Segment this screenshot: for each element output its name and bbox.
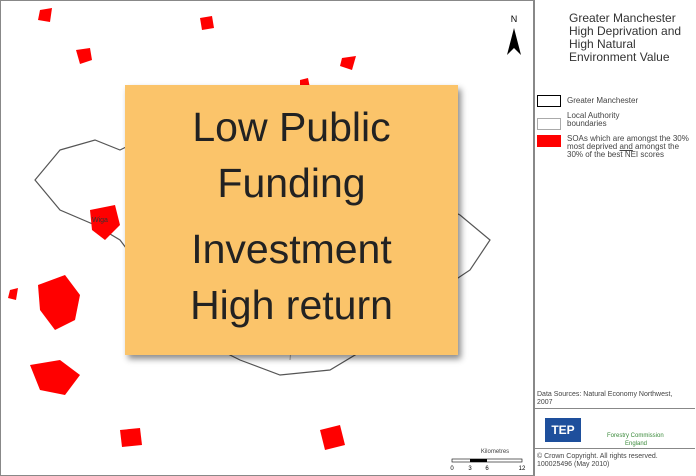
- overlay-text: Funding: [217, 160, 366, 206]
- overlay-text: Investment: [191, 226, 392, 272]
- text: SOAs which are amongst the 30% most depr…: [567, 134, 689, 151]
- sources: Data Sources: Natural Economy Northwest,…: [537, 391, 673, 406]
- tep-logo: TEP: [545, 418, 581, 442]
- legend-panel: Greater Manchester High Deprivation and …: [534, 0, 696, 476]
- copyright: © Crown Copyright. All rights reserved. …: [537, 453, 658, 468]
- overlay-box: Low Public Funding Investment High retur…: [125, 85, 458, 355]
- forestry-logo: Forestry Commission England: [607, 432, 687, 448]
- scale-tick: 6: [485, 466, 489, 472]
- scale-tick: 0: [450, 466, 454, 472]
- text: amongst the 30% of the best NEI scores: [567, 142, 680, 159]
- overlay-text: Low Public: [192, 104, 391, 150]
- overlay-text: High return: [190, 282, 393, 328]
- place-label: Wiga: [92, 217, 108, 224]
- legend-label: Greater Manchester: [567, 96, 639, 105]
- text: Forestry Commission: [607, 433, 664, 439]
- legend-label: SOAs which are amongst the 30% most depr…: [567, 135, 692, 159]
- legend-title: Greater Manchester High Deprivation and …: [569, 11, 682, 64]
- scale-tick: 3: [468, 466, 472, 472]
- scale-title: Kilometres: [481, 449, 509, 455]
- text: England: [625, 441, 648, 447]
- divider: [535, 448, 695, 449]
- soa-areas: [8, 8, 356, 450]
- scale-tick: 12: [519, 466, 526, 472]
- scale-bar: [470, 459, 487, 462]
- text: and: [619, 142, 633, 151]
- divider: [535, 408, 695, 409]
- north-arrow: [507, 28, 521, 55]
- legend-label: Local Authority boundaries: [567, 111, 620, 128]
- north-label: N: [511, 14, 518, 24]
